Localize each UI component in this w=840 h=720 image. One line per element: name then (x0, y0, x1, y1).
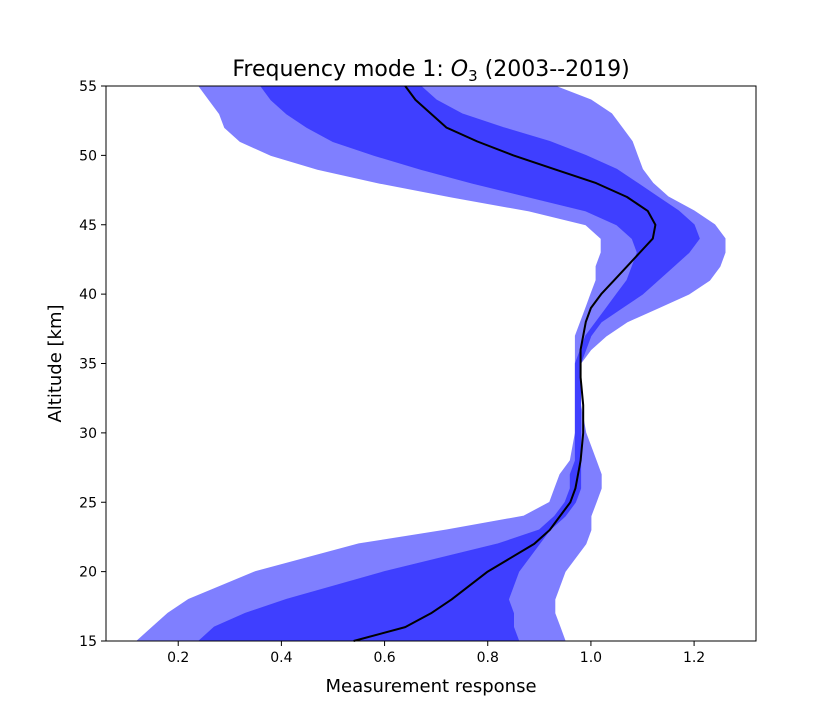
y-tick-label: 50 (79, 148, 97, 164)
y-tick-label: 25 (79, 495, 97, 511)
x-axis: 0.2 0.4 0.6 0.8 1.0 1.2 (167, 641, 705, 666)
y-axis: 15 20 25 30 35 40 45 50 55 (79, 79, 106, 650)
y-tick-label: 40 (79, 287, 97, 303)
plot-area (135, 85, 726, 642)
x-tick-label: 1.0 (580, 650, 602, 666)
title-subscript: 3 (468, 67, 478, 85)
y-tick-label: 15 (79, 634, 97, 650)
y-tick-label: 20 (79, 565, 97, 581)
x-tick-label: 0.6 (373, 650, 395, 666)
y-tick-label: 35 (79, 357, 97, 373)
x-tick-label: 0.4 (270, 650, 292, 666)
y-axis-label: Altitude [km] (45, 304, 66, 422)
x-tick-label: 0.8 (477, 650, 499, 666)
x-tick-label: 1.2 (683, 650, 705, 666)
x-tick-label: 0.2 (167, 650, 189, 666)
y-tick-label: 45 (79, 218, 97, 234)
mean-line (353, 85, 657, 642)
y-tick-label: 30 (79, 426, 97, 442)
title-prefix: Frequency mode 1: (232, 57, 450, 82)
y-tick-label: 55 (79, 79, 97, 95)
chart-title: Frequency mode 1: O3 (2003--2019) (232, 57, 629, 85)
x-axis-label: Measurement response (325, 676, 536, 697)
title-suffix: (2003--2019) (478, 57, 630, 82)
title-species: O (451, 57, 468, 82)
